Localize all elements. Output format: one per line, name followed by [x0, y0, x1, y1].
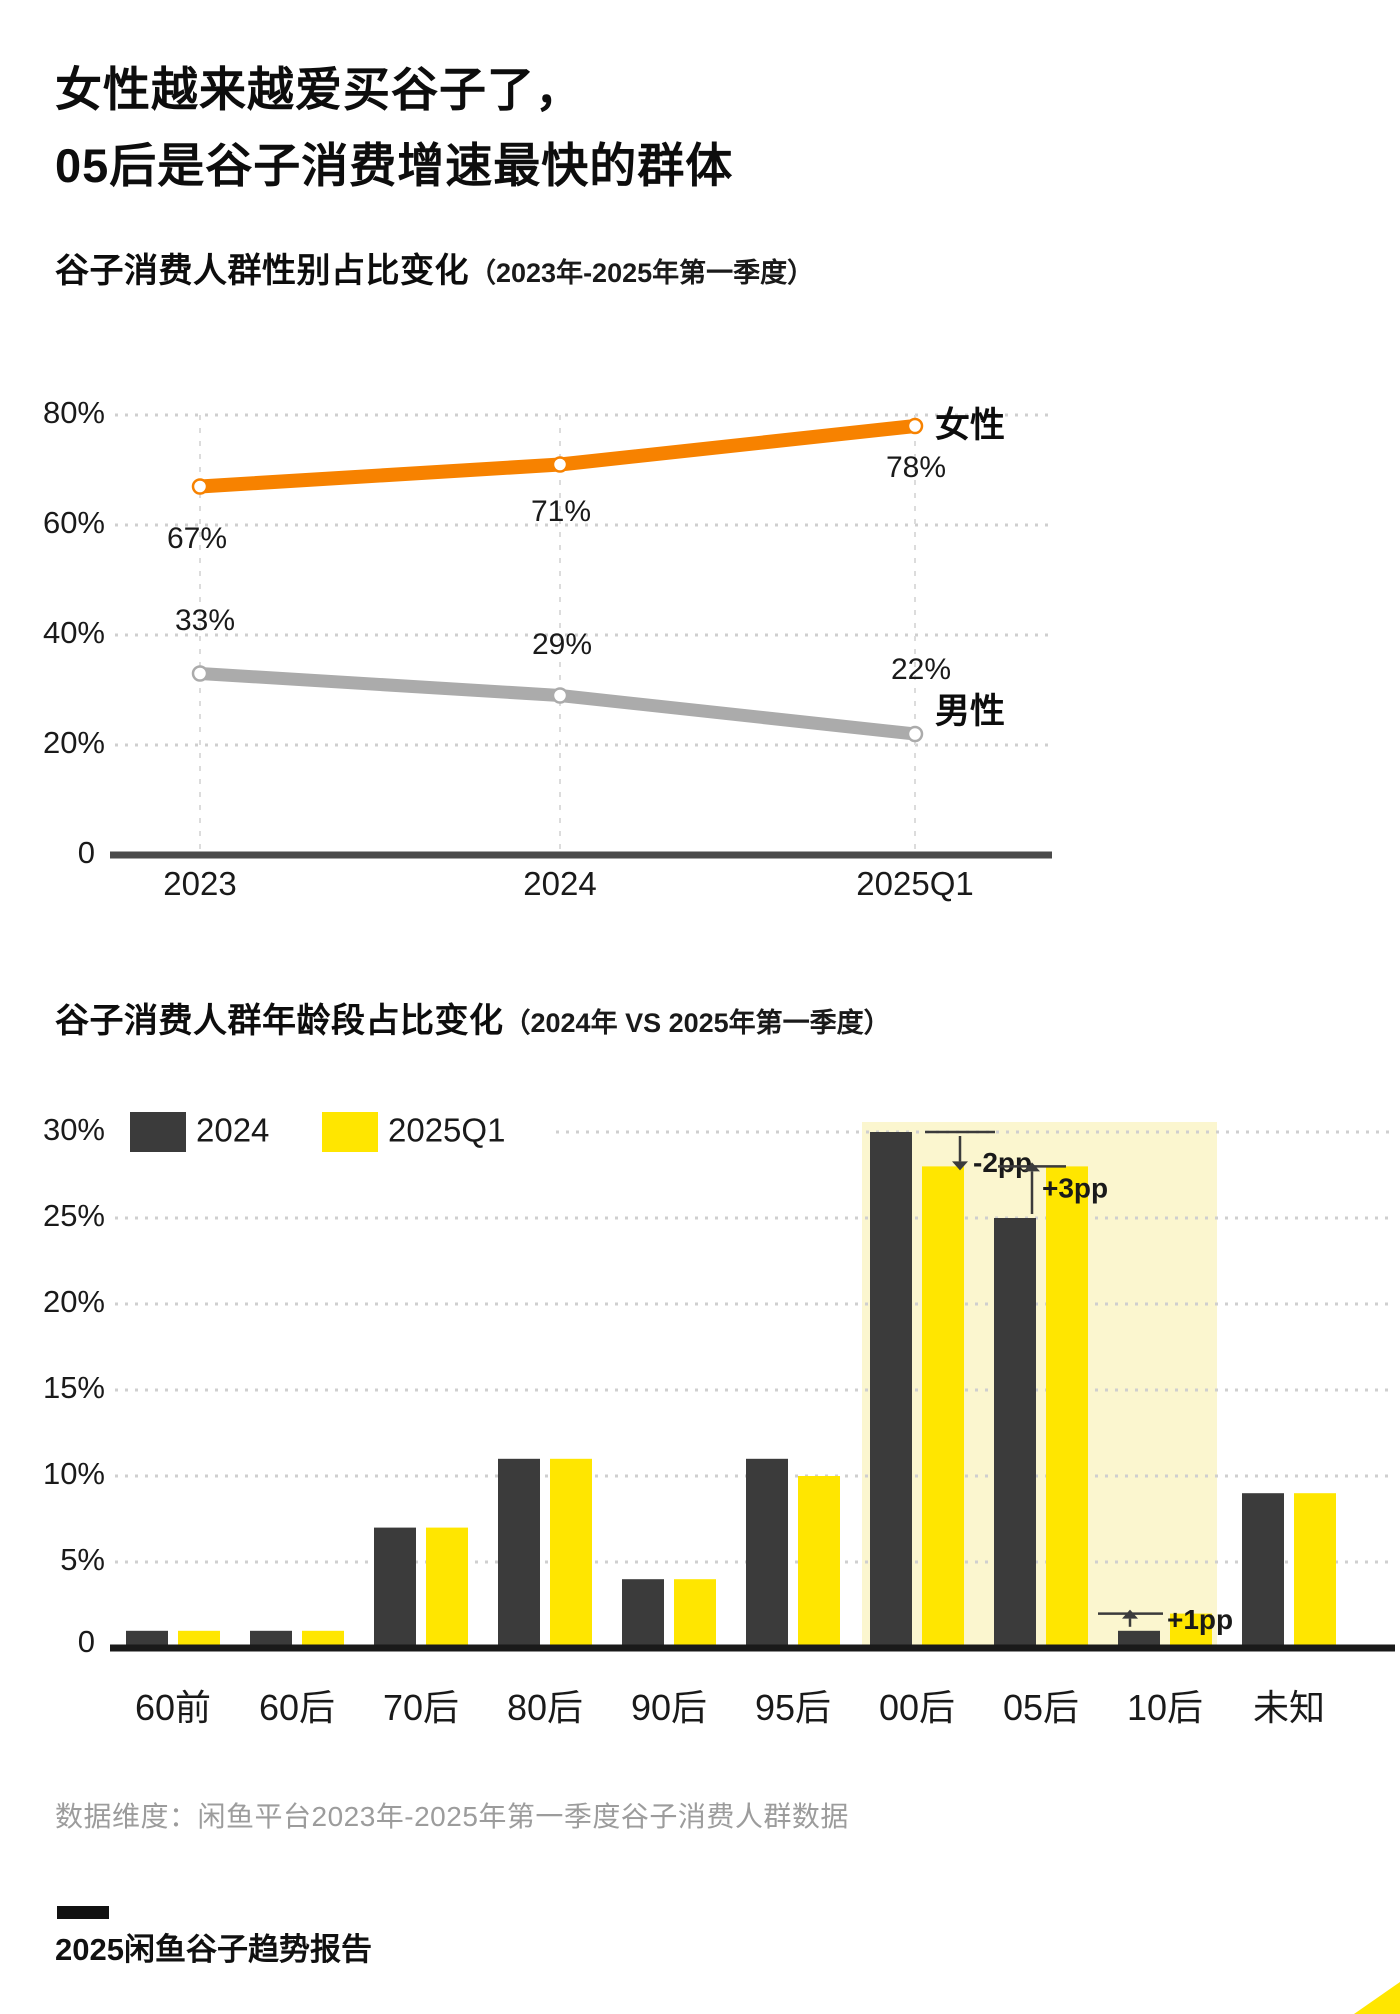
bar-2025q1-10后	[1170, 1613, 1212, 1648]
x-category-label: 90后	[631, 1687, 707, 1728]
data-point	[191, 478, 209, 495]
data-point	[551, 456, 569, 473]
data-point-label: 29%	[532, 628, 592, 661]
bar-2024-80后	[498, 1458, 540, 1648]
annotation-arrowhead	[1122, 1609, 1138, 1619]
bar-2025q1-60前	[178, 1630, 220, 1648]
bar-2024-60前	[126, 1630, 168, 1648]
gender-line-chart: 80% 60% 40% 20% 0 2023 2024 2025Q1 67% 71% 78% 女性 33…	[43, 395, 1052, 902]
legend-label-2025q1: 2025Q1	[388, 1112, 505, 1149]
x-category-label: 60后	[259, 1687, 335, 1728]
bar-2024-05后	[994, 1218, 1036, 1648]
annotation-arrowhead	[1024, 1162, 1040, 1172]
data-point	[551, 687, 569, 704]
brand-dash	[57, 1906, 109, 1919]
data-point-label: 78%	[886, 451, 946, 484]
bar-2025q1-90后	[674, 1579, 716, 1648]
data-point-label: 33%	[175, 604, 235, 637]
series-line-女性	[193, 419, 922, 494]
x-tick-label: 2023	[163, 865, 236, 902]
y-tick-label: 10%	[43, 1456, 105, 1491]
page-title: 女性越来越爱买谷子了， 05后是谷子消费增速最快的群体	[55, 52, 733, 204]
data-point-label: 22%	[891, 653, 951, 686]
age-bar-chart: 2024 2025Q1 30% 25% 20% 15% 10% 5% 0 60前 60后 70后 80后…	[43, 1112, 1395, 1728]
y-tick-label: 20%	[43, 725, 105, 760]
data-point-label: 67%	[167, 522, 227, 555]
x-category-label: 60前	[135, 1687, 211, 1728]
highlight-band	[862, 1122, 1217, 1648]
bar-2025q1-70后	[426, 1527, 468, 1648]
annotation-label: -2pp	[973, 1147, 1032, 1178]
y-tick-label: 40%	[43, 615, 105, 650]
y-tick-label: 0	[78, 835, 95, 870]
y-tick-label: 5%	[60, 1542, 105, 1577]
data-source-note: 数据维度：闲鱼平台2023年-2025年第一季度谷子消费人群数据	[55, 1801, 849, 1832]
legend-swatch-2024	[130, 1112, 186, 1152]
x-category-label: 00后	[879, 1687, 955, 1728]
gender-chart-header: 谷子消费人群性别占比变化 （2023年-2025年第一季度）	[55, 243, 814, 292]
data-point	[906, 725, 924, 743]
legend-label-2024: 2024	[196, 1112, 269, 1149]
bar-2024-60后	[250, 1630, 292, 1648]
bar-2024-00后	[870, 1132, 912, 1648]
annotation-label: +1pp	[1167, 1604, 1233, 1635]
y-tick-label: 80%	[43, 395, 105, 430]
y-tick-label: 60%	[43, 505, 105, 540]
report-name: 2025闲鱼谷子趋势报告	[55, 1932, 372, 1967]
y-tick-label: 25%	[43, 1198, 105, 1233]
y-tick-label: 20%	[43, 1284, 105, 1319]
y-tick-label: 15%	[43, 1370, 105, 1405]
bar-2025q1-00后	[922, 1166, 964, 1648]
bar-2024-70后	[374, 1527, 416, 1648]
bar-2025q1-95后	[798, 1476, 840, 1648]
series-end-label: 男性	[935, 692, 1005, 731]
x-tick-label: 2025Q1	[856, 865, 973, 902]
data-point	[191, 665, 209, 682]
bar-2024-未知	[1242, 1493, 1284, 1648]
x-tick-label: 2024	[523, 865, 596, 902]
bar-2024-90后	[622, 1579, 664, 1648]
x-category-label: 80后	[507, 1687, 583, 1728]
x-category-label: 10后	[1127, 1687, 1203, 1728]
age-chart-subtitle: （2024年 VS 2025年第一季度）	[503, 1008, 891, 1038]
x-category-label: 未知	[1253, 1687, 1325, 1728]
annotation-arrowhead	[952, 1161, 968, 1171]
page-title-line2: 05后是谷子消费增速最快的群体	[55, 139, 734, 193]
x-category-label: 95后	[755, 1687, 831, 1728]
bar-2025q1-未知	[1294, 1493, 1336, 1648]
page-title-line1: 女性越来越爱买谷子了，	[55, 63, 583, 116]
y-tick-label: 30%	[43, 1112, 105, 1147]
bar-2024-10后	[1118, 1630, 1160, 1648]
data-point	[906, 417, 924, 435]
annotation-label: +3pp	[1042, 1172, 1108, 1203]
bar-2025q1-60后	[302, 1630, 344, 1648]
gender-chart-subtitle: （2023年-2025年第一季度）	[469, 258, 815, 288]
y-tick-label: 0	[78, 1624, 95, 1659]
age-chart-title: 谷子消费人群年龄段占比变化	[55, 1002, 504, 1040]
series-end-label: 女性	[935, 405, 1005, 445]
bar-2024-95后	[746, 1458, 788, 1648]
bar-2025q1-80后	[550, 1458, 592, 1648]
x-category-label: 70后	[383, 1687, 459, 1728]
age-chart-header: 谷子消费人群年龄段占比变化 （2024年 VS 2025年第一季度）	[55, 993, 891, 1042]
corner-accent-triangle	[1354, 1982, 1400, 2014]
legend-swatch-2025q1	[322, 1112, 378, 1152]
data-point-label: 71%	[531, 495, 591, 528]
series-line-男性	[193, 667, 922, 741]
x-category-label: 05后	[1003, 1687, 1079, 1728]
gender-chart-title: 谷子消费人群性别占比变化	[55, 252, 469, 290]
bar-2025q1-05后	[1046, 1166, 1088, 1648]
